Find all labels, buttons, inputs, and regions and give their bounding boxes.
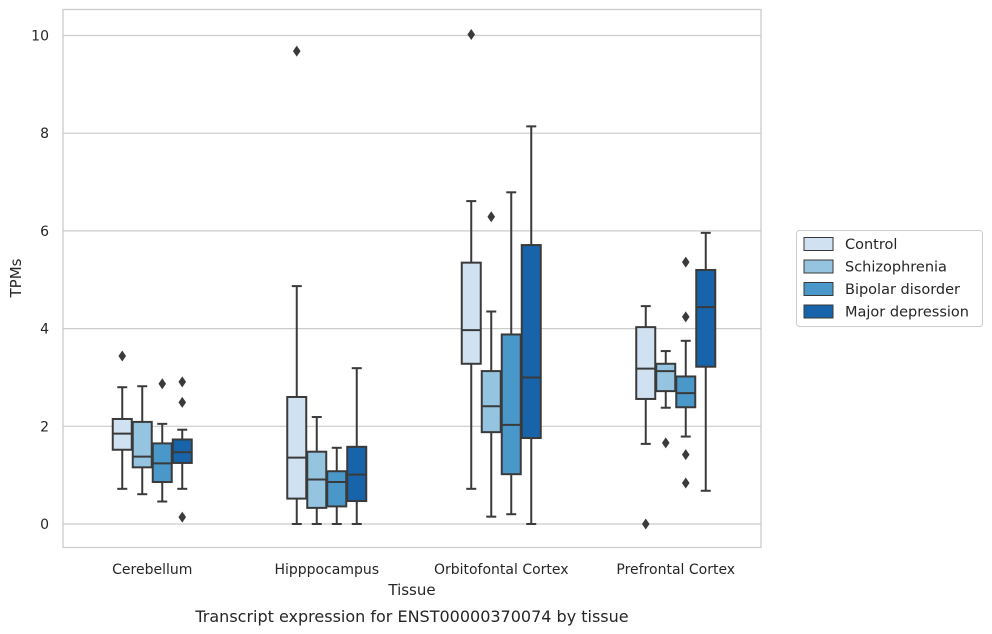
outlier-point <box>487 211 496 223</box>
box-control <box>460 29 482 490</box>
legend-frame <box>796 230 983 327</box>
outlier-point <box>661 437 670 449</box>
outlier-point <box>681 256 690 268</box>
box-body <box>520 244 542 440</box>
chart-caption: Transcript expression for ENST0000037007… <box>194 607 628 626</box>
box-body <box>655 362 677 393</box>
box-major-depression <box>695 231 717 492</box>
outlier-point <box>467 29 476 41</box>
legend-label: Bipolar disorder <box>845 282 960 298</box>
outlier-point <box>158 378 167 390</box>
outlier-point <box>118 350 127 362</box>
outlier-point <box>292 45 301 57</box>
x-tick-label: Cerebellum <box>112 562 192 578</box>
y-axis-ticks: 0 2 4 6 8 10 <box>31 29 49 534</box>
y-tick-label: 0 <box>40 517 49 533</box>
outlier-point <box>681 311 690 323</box>
legend-label: Major depression <box>845 305 969 321</box>
box-body <box>480 370 502 434</box>
box-schizophrenia <box>480 211 502 518</box>
y-tick-label: 10 <box>31 29 49 45</box>
box-control <box>111 350 133 490</box>
box-body <box>675 375 697 409</box>
legend-swatch <box>803 259 834 274</box>
y-tick-label: 2 <box>40 419 49 435</box>
outlier-point <box>681 449 690 461</box>
box-schizophrenia <box>655 350 677 449</box>
y-tick-label: 4 <box>40 322 49 338</box>
outlier-point <box>641 518 650 530</box>
legend-swatch <box>803 304 834 319</box>
y-axis-label: TPMs <box>7 258 25 298</box>
legend-label: Schizophrenia <box>845 260 947 276</box>
x-tick-label: Prefrontal Cortex <box>616 562 735 578</box>
box-schizophrenia <box>306 416 328 525</box>
box-body <box>695 268 717 368</box>
box-body <box>286 395 308 500</box>
box-major-depression <box>520 125 542 525</box>
outlier-point <box>178 376 187 388</box>
legend-label: Control <box>845 237 897 253</box>
x-axis-label: Tissue <box>387 581 435 599</box>
outlier-point <box>178 511 187 523</box>
y-tick-label: 6 <box>40 224 49 240</box>
box-body <box>131 420 153 469</box>
legend-swatch <box>803 282 834 296</box>
box-body <box>635 326 657 400</box>
legend-swatch <box>803 237 834 251</box>
box-control <box>635 305 657 530</box>
x-tick-label: Hipppocampus <box>274 562 379 578</box>
y-tick-label: 8 <box>40 126 49 142</box>
box-body <box>460 261 482 365</box>
plot-frame <box>62 8 762 549</box>
box-control <box>286 45 308 525</box>
outlier-point <box>178 396 187 408</box>
box-bipolar-disorder <box>326 446 348 525</box>
outlier-point <box>681 477 690 489</box>
box-body <box>500 333 522 476</box>
x-tick-label: Orbitofontal Cortex <box>434 562 569 578</box>
box-body <box>326 470 348 508</box>
x-axis-ticks: Cerebellum Hipppocampus Orbitofontal Corte… <box>112 562 735 578</box>
box-plot-area <box>111 29 717 530</box>
box-bipolar-disorder <box>500 191 522 516</box>
legend: Control Schizophrenia Bipolar disorder Majo… <box>796 230 983 327</box>
box-bipolar-disorder <box>675 256 697 489</box>
box-major-depression <box>346 367 368 525</box>
box-schizophrenia <box>131 385 153 496</box>
box-major-depression <box>171 376 193 523</box>
box-bipolar-disorder <box>151 378 173 503</box>
